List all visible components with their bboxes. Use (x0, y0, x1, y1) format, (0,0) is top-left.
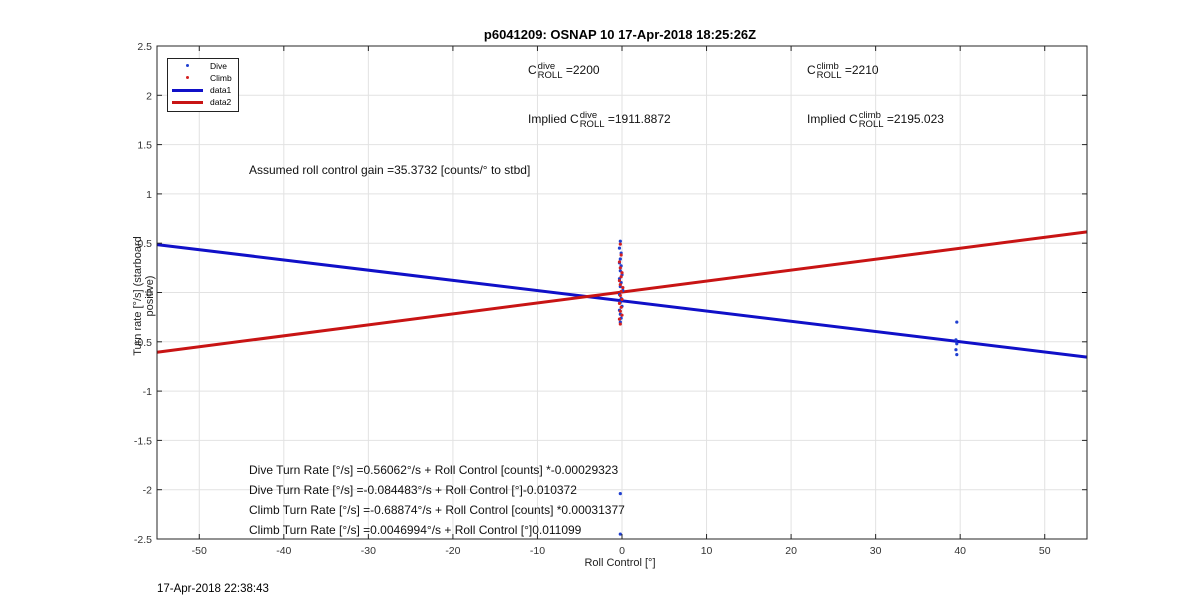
y-tick-label: -2 (143, 485, 152, 497)
data-point-climb (621, 285, 625, 290)
legend-label-dive: Dive (210, 61, 228, 71)
data-point-climb (619, 289, 623, 294)
legend-label-data1: data1 (210, 85, 232, 95)
fit-line-climb-counts: Climb Turn Rate [°/s] =-0.68874°/s + Rol… (249, 503, 625, 517)
data-point-climb (617, 301, 622, 305)
chart-title: p6041209: OSNAP 10 17-Apr-2018 18:25:26Z (483, 27, 757, 42)
data-point-climb (620, 313, 624, 317)
data-point-dive (617, 246, 622, 250)
x-tick-label: -10 (530, 545, 545, 557)
data-point-dive (955, 320, 959, 324)
fit-line-dive-degrees: Dive Turn Rate [°/s] =-0.084483°/s + Rol… (249, 483, 577, 497)
x-tick-label: 0 (619, 545, 625, 557)
data-point-dive (955, 353, 959, 357)
legend: Dive Climb data1 data2 (167, 58, 239, 112)
fit-line-dive-counts: Dive Turn Rate [°/s] =0.56062°/s + Roll … (249, 463, 619, 477)
axis-ticks: -50 -40 -30 -20 -10 0 10 20 30 40 50-2.5-2-1.5-1-0… (134, 41, 1087, 557)
data-point-climb (620, 297, 624, 302)
y-tick-label: -1 (143, 386, 152, 398)
y-tick-label: -0.5 (134, 337, 152, 349)
data-point-dive (955, 342, 959, 346)
legend-label-data2: data2 (210, 97, 232, 107)
data-point-climb (618, 293, 622, 298)
legend-entry-dive: Dive (168, 60, 238, 72)
y-axis-label: Turn rate [°/s] (starboard positive) (132, 236, 156, 356)
y-tick-label: 2 (146, 90, 152, 102)
data-point-climb (617, 279, 622, 283)
y-tick-label: 0.5 (137, 238, 152, 250)
data-point-climb (619, 275, 623, 279)
data-point-climb (619, 253, 623, 257)
x-tick-label: -40 (276, 545, 291, 557)
data-point-climb (620, 271, 624, 275)
data-point-climb (617, 260, 622, 264)
x-tick-label: -50 (192, 545, 207, 557)
data-point-climb (617, 317, 622, 321)
data-point-climb (618, 242, 622, 246)
data-point-dive (618, 492, 622, 496)
y-tick-label: 0 (146, 288, 152, 300)
x-tick-label: -30 (361, 545, 376, 557)
y-tick-label: 1.5 (137, 140, 152, 152)
data-point-dive (618, 239, 622, 243)
data-point-dive (954, 338, 958, 342)
y-tick-label: -1.5 (134, 435, 152, 447)
series-points (617, 239, 959, 536)
data-point-climb (619, 305, 623, 309)
data-point-dive (618, 532, 622, 536)
legend-entry-climb: Climb (168, 72, 238, 84)
x-tick-label: 30 (870, 545, 882, 557)
legend-entry-data1: data1 (168, 84, 238, 96)
x-axis-label: Roll Control [°] (584, 557, 656, 569)
x-tick-label: -20 (445, 545, 460, 557)
roll-gain-annotation: Assumed roll control gain =35.3732 [coun… (249, 163, 531, 177)
data-point-climb (618, 266, 622, 270)
x-tick-label: 40 (954, 545, 966, 557)
fit-line-climb-degrees: Climb Turn Rate [°/s] =0.0046994°/s + Ro… (249, 523, 582, 537)
data-point-climb (618, 309, 622, 313)
y-tick-label: 1 (146, 189, 152, 201)
footer-timestamp: 17-Apr-2018 22:38:43 (157, 583, 269, 595)
x-tick-label: 20 (785, 545, 797, 557)
data-point-dive (954, 348, 958, 352)
y-tick-label: 2.5 (137, 41, 152, 53)
legend-label-climb: Climb (210, 73, 232, 83)
x-tick-label: 10 (701, 545, 713, 557)
y-tick-label: -2.5 (134, 534, 152, 546)
x-tick-label: 50 (1039, 545, 1051, 557)
data-point-climb (618, 283, 622, 287)
legend-entry-data2: data2 (168, 96, 238, 108)
data-point-dive (618, 257, 622, 261)
data-point-climb (618, 322, 622, 326)
